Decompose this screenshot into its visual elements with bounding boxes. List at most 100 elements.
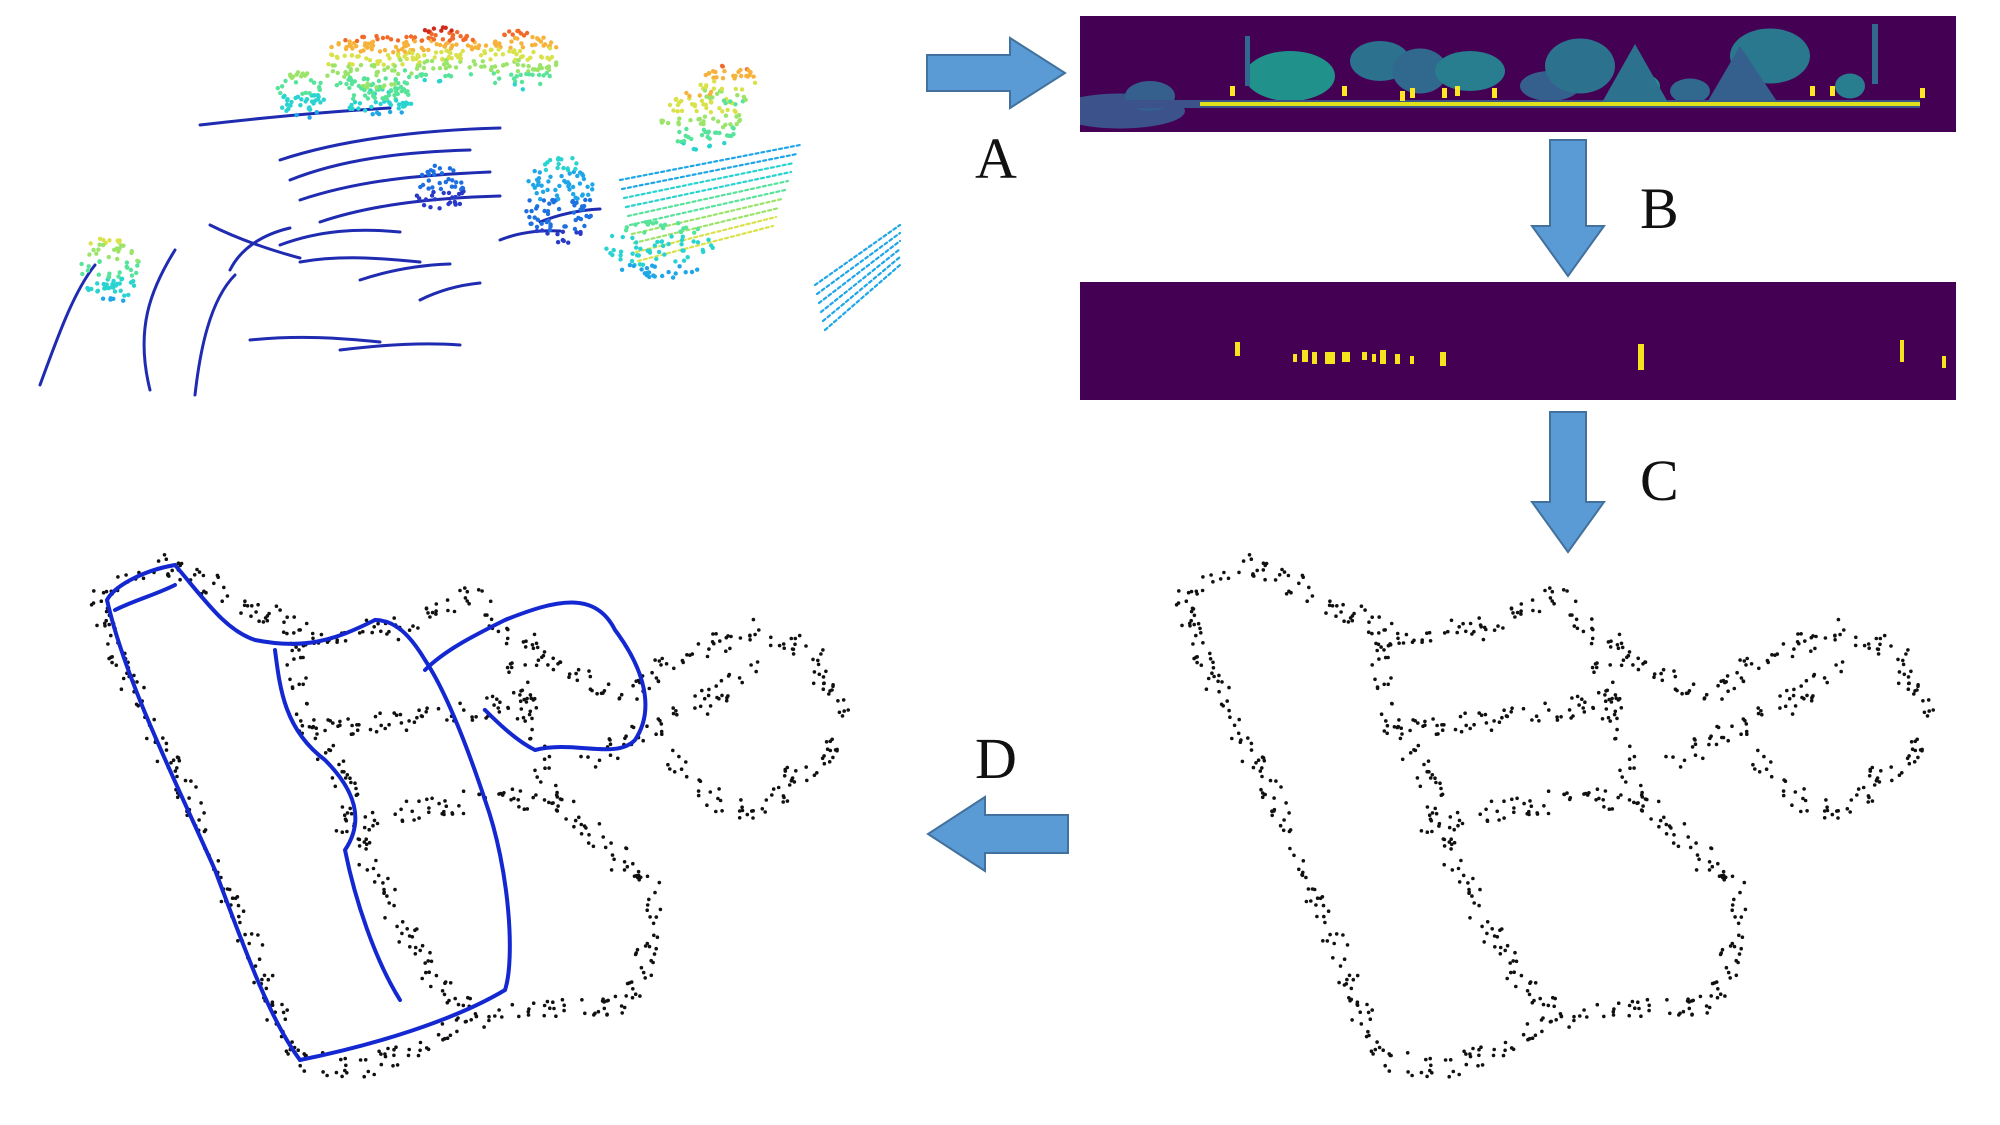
map-point (1793, 704, 1798, 708)
map-point (1345, 943, 1350, 947)
map-point (201, 573, 206, 578)
cloud-point (737, 117, 743, 123)
map-point (558, 797, 563, 801)
map-point (1400, 732, 1404, 736)
cloud-point (698, 82, 703, 88)
map-point (1559, 1014, 1564, 1019)
cloud-point (400, 62, 405, 67)
cloud-point (623, 228, 629, 233)
map-point (1541, 1002, 1546, 1007)
cloud-point (100, 296, 106, 301)
map-point (1415, 776, 1420, 780)
map-point (1618, 768, 1622, 773)
map-point (1352, 611, 1356, 616)
map-point (1726, 689, 1730, 693)
map-point (782, 774, 787, 778)
map-point (1510, 797, 1514, 802)
map-point (1537, 719, 1541, 723)
cloud-point (469, 44, 474, 50)
map-point (749, 663, 753, 667)
map-point (606, 682, 611, 686)
cloud-point (555, 232, 560, 237)
scan-ring (618, 143, 802, 182)
scan-ring (288, 148, 472, 182)
map-point (440, 989, 445, 993)
map-point (253, 964, 258, 968)
map-point (333, 784, 338, 789)
map-point (712, 641, 716, 646)
map-point (1834, 663, 1838, 667)
map-point (1647, 1003, 1651, 1008)
map-point (424, 970, 428, 975)
map-point (249, 614, 253, 618)
map-point (1471, 876, 1475, 881)
map-point (1416, 743, 1421, 748)
scan-ring (208, 223, 302, 260)
map-point (1790, 712, 1795, 716)
map-point (1195, 660, 1199, 665)
cloud-point (684, 126, 689, 132)
mask-highlight (1293, 354, 1297, 362)
map-point (751, 617, 756, 622)
map-point (310, 631, 315, 636)
map-point (517, 805, 521, 809)
map-point (292, 631, 296, 635)
map-point (1254, 761, 1258, 765)
cloud-point (448, 50, 453, 56)
cloud-point (651, 273, 656, 278)
map-point (535, 645, 540, 650)
cloud-point (443, 179, 448, 185)
map-point (1572, 1014, 1576, 1019)
map-point (1497, 720, 1502, 724)
map-point (1440, 723, 1444, 727)
cloud-point (566, 240, 571, 245)
cloud-point (106, 254, 112, 260)
cloud-point (384, 96, 389, 102)
map-point (1515, 610, 1520, 615)
cloud-point (707, 143, 713, 148)
map-point (1594, 798, 1598, 802)
cloud-point (79, 261, 84, 267)
map-point (707, 687, 711, 692)
cloud-point (677, 264, 682, 269)
map-point (625, 864, 630, 869)
map-point (1286, 573, 1291, 578)
map-point (461, 789, 466, 793)
cloud-point (520, 54, 525, 59)
cloud-point (437, 42, 443, 48)
map-point (1530, 1036, 1535, 1040)
map-point (555, 795, 560, 799)
map-point (1596, 690, 1601, 695)
map-point (270, 1000, 275, 1004)
map-point (745, 812, 750, 817)
cloud-point (433, 50, 439, 55)
cloud-point (454, 42, 459, 47)
map-point (103, 624, 107, 628)
map-point (392, 711, 397, 715)
map-point (1783, 779, 1788, 783)
map-point (1519, 602, 1524, 606)
map-point (1603, 693, 1607, 697)
map-point (1609, 700, 1614, 704)
cloud-point (708, 89, 714, 95)
map-point (609, 841, 613, 845)
map-point (1636, 801, 1640, 805)
map-point (748, 638, 752, 642)
range-object (1545, 38, 1615, 94)
map-point (1639, 783, 1643, 788)
cloud-point (393, 77, 398, 82)
map-point (659, 729, 664, 734)
map-point (1616, 795, 1620, 800)
map-point (189, 779, 193, 783)
map-point (1477, 1053, 1481, 1058)
map-point (631, 683, 635, 688)
map-point (719, 678, 724, 683)
map-point (331, 743, 336, 748)
map-point (448, 1033, 453, 1038)
map-point (340, 805, 345, 809)
map-point (609, 868, 614, 872)
map-point (827, 692, 831, 696)
map-point (1425, 830, 1430, 834)
map-point (1550, 599, 1554, 603)
step-b-label: B (1640, 176, 1679, 241)
